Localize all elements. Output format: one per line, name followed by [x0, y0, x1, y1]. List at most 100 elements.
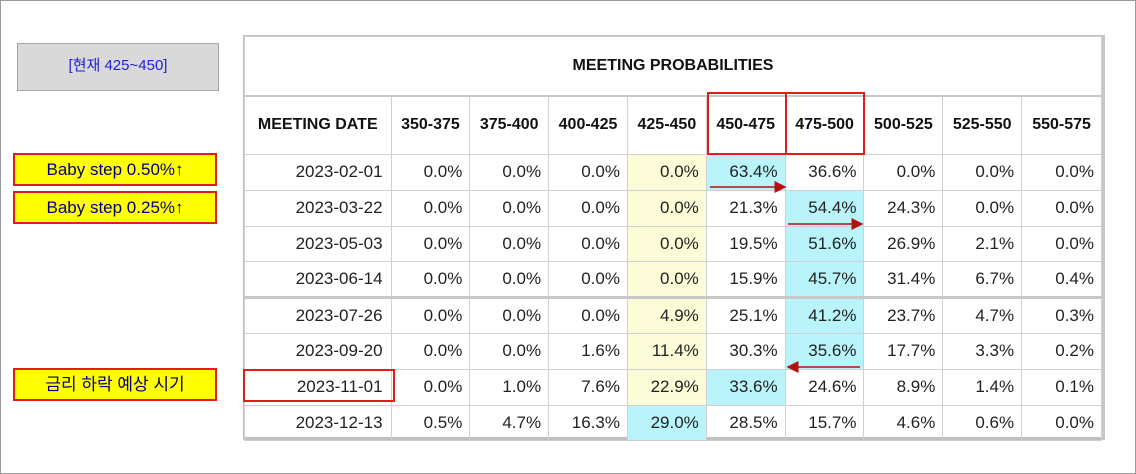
probability-cell: 0.0%: [469, 296, 550, 334]
probability-cell: 15.7%: [784, 404, 865, 442]
meeting-date-cell: 2023-02-01: [244, 154, 392, 191]
meeting-date-cell: 2023-05-03: [244, 225, 392, 263]
meeting-date-cell: 2023-11-01: [244, 368, 392, 406]
column-header-375-400: 375-400: [469, 95, 550, 155]
probability-cell: 11.4%: [626, 332, 707, 370]
probability-cell: 31.4%: [863, 261, 944, 299]
probability-cell: 0.0%: [390, 189, 471, 227]
probability-cell: 4.7%: [942, 296, 1023, 334]
probability-cell: 0.0%: [469, 154, 550, 191]
table-row: 2023-11-01 0.0% 1.0% 7.6% 22.9% 33.6% 24.6% 8.9…: [244, 368, 1102, 406]
meeting-date-cell: 2023-07-26: [244, 296, 392, 334]
note-baby-step-050: Baby step 0.50%↑: [13, 153, 217, 186]
probability-cell: 51.6%: [784, 225, 865, 263]
probability-cell: 0.0%: [1021, 154, 1102, 191]
table-row: 2023-02-01 0.0% 0.0% 0.0% 0.0% 63.4% 36.6% 0.0%…: [244, 154, 1102, 191]
table-row: 2023-07-26 0.0% 0.0% 0.0% 4.9% 25.1% 41.2% 23.7…: [244, 296, 1102, 334]
probability-cell: 0.0%: [469, 261, 550, 299]
meeting-date-cell: 2023-12-13: [244, 404, 392, 442]
probability-cell: 0.1%: [1021, 368, 1102, 406]
table-body: 2023-02-01 0.0% 0.0% 0.0% 0.0% 63.4% 36.6% 0.0%…: [244, 154, 1102, 442]
column-header-400-425: 400-425: [548, 95, 628, 155]
probability-cell: 0.0%: [1021, 225, 1102, 263]
probability-cell: 0.0%: [469, 332, 550, 370]
probability-cell: 15.9%: [705, 261, 786, 299]
probability-cell: 0.0%: [548, 189, 628, 227]
probability-cell: 33.6%: [705, 368, 786, 406]
probability-cell: 0.2%: [1021, 332, 1102, 370]
column-header-500-525: 500-525: [863, 95, 944, 155]
table-row: 2023-09-20 0.0% 0.0% 1.6% 11.4% 30.3% 35.6% 17.…: [244, 332, 1102, 370]
probability-cell: 16.3%: [548, 404, 628, 442]
probability-cell: 0.0%: [1021, 189, 1102, 227]
probability-cell: 8.9%: [863, 368, 944, 406]
table-row: 2023-05-03 0.0% 0.0% 0.0% 0.0% 19.5% 51.6% 26.9…: [244, 225, 1102, 263]
probability-cell: 3.3%: [942, 332, 1023, 370]
probability-cell: 0.0%: [390, 332, 471, 370]
probability-cell: 26.9%: [863, 225, 944, 263]
probability-cell: 0.0%: [548, 261, 628, 299]
probability-cell: 0.0%: [626, 189, 707, 227]
probability-cell: 22.9%: [626, 368, 707, 406]
probability-cell: 63.4%: [705, 154, 786, 191]
column-header-475-500: 475-500: [784, 95, 865, 155]
probability-cell: 4.9%: [626, 296, 707, 334]
note-baby-step-025: Baby step 0.25%↑: [13, 191, 217, 224]
probability-cell: 4.6%: [863, 404, 944, 442]
probability-cell: 0.0%: [626, 225, 707, 263]
meeting-date-cell: 2023-03-22: [244, 189, 392, 227]
probability-table-container: MEETING PROBABILITIES MEETING DATE 350-3…: [243, 35, 1105, 442]
probability-cell: 0.0%: [390, 368, 471, 406]
probability-cell: 0.0%: [390, 261, 471, 299]
probability-cell: 6.7%: [942, 261, 1023, 299]
column-header-550-575: 550-575: [1021, 95, 1102, 155]
probability-cell: 35.6%: [784, 332, 865, 370]
meeting-date-cell: 2023-06-14: [244, 261, 392, 299]
probability-cell: 0.0%: [548, 154, 628, 191]
probability-cell: 19.5%: [705, 225, 786, 263]
probability-cell: 1.6%: [548, 332, 628, 370]
meeting-probabilities-table: MEETING PROBABILITIES MEETING DATE 350-3…: [244, 36, 1102, 442]
probability-cell: 45.7%: [784, 261, 865, 299]
probability-cell: 25.1%: [705, 296, 786, 334]
probability-cell: 0.0%: [469, 225, 550, 263]
probability-cell: 1.4%: [942, 368, 1023, 406]
probability-cell: 0.4%: [1021, 261, 1102, 299]
probability-cell: 0.0%: [548, 225, 628, 263]
column-header-meeting-date: MEETING DATE: [244, 95, 392, 155]
column-header-450-475: 450-475: [705, 95, 786, 155]
current-range-label: [현재 425~450]: [17, 43, 219, 91]
table-row: 2023-06-14 0.0% 0.0% 0.0% 0.0% 15.9% 45.7% 31.4…: [244, 261, 1102, 299]
probability-cell: 0.0%: [942, 154, 1023, 191]
probability-cell: 36.6%: [784, 154, 865, 191]
probability-cell: 0.0%: [626, 261, 707, 299]
probability-cell: 0.3%: [1021, 296, 1102, 334]
probability-cell: 0.5%: [390, 404, 471, 442]
probability-cell: 7.6%: [548, 368, 628, 406]
probability-cell: 0.0%: [469, 189, 550, 227]
probability-cell: 0.0%: [390, 296, 471, 334]
probability-cell: 0.0%: [548, 296, 628, 334]
probability-cell: 29.0%: [626, 404, 707, 442]
probability-cell: 24.3%: [863, 189, 944, 227]
probability-cell: 0.0%: [942, 189, 1023, 227]
probability-cell: 23.7%: [863, 296, 944, 334]
probability-cell: 0.0%: [390, 225, 471, 263]
table-title: MEETING PROBABILITIES: [244, 36, 1102, 97]
probability-cell: 41.2%: [784, 296, 865, 334]
probability-cell: 21.3%: [705, 189, 786, 227]
column-header-350-375: 350-375: [390, 95, 471, 155]
column-header-425-450: 425-450: [626, 95, 707, 155]
probability-cell: 17.7%: [863, 332, 944, 370]
probability-cell: 54.4%: [784, 189, 865, 227]
probability-cell: 1.0%: [469, 368, 550, 406]
header-row: MEETING DATE 350-375 375-400 400-425 425-45…: [244, 95, 1102, 155]
probability-cell: 0.0%: [1021, 404, 1102, 442]
table-row: 2023-12-13 0.5% 4.7% 16.3% 29.0% 28.5% 15.7% 4.…: [244, 404, 1102, 442]
table-row: 2023-03-22 0.0% 0.0% 0.0% 0.0% 21.3% 54.4% 24.3…: [244, 189, 1102, 227]
probability-cell: 0.0%: [626, 154, 707, 191]
probability-cell: 24.6%: [784, 368, 865, 406]
column-header-525-550: 525-550: [942, 95, 1023, 155]
probability-cell: 30.3%: [705, 332, 786, 370]
meeting-date-cell: 2023-09-20: [244, 332, 392, 370]
